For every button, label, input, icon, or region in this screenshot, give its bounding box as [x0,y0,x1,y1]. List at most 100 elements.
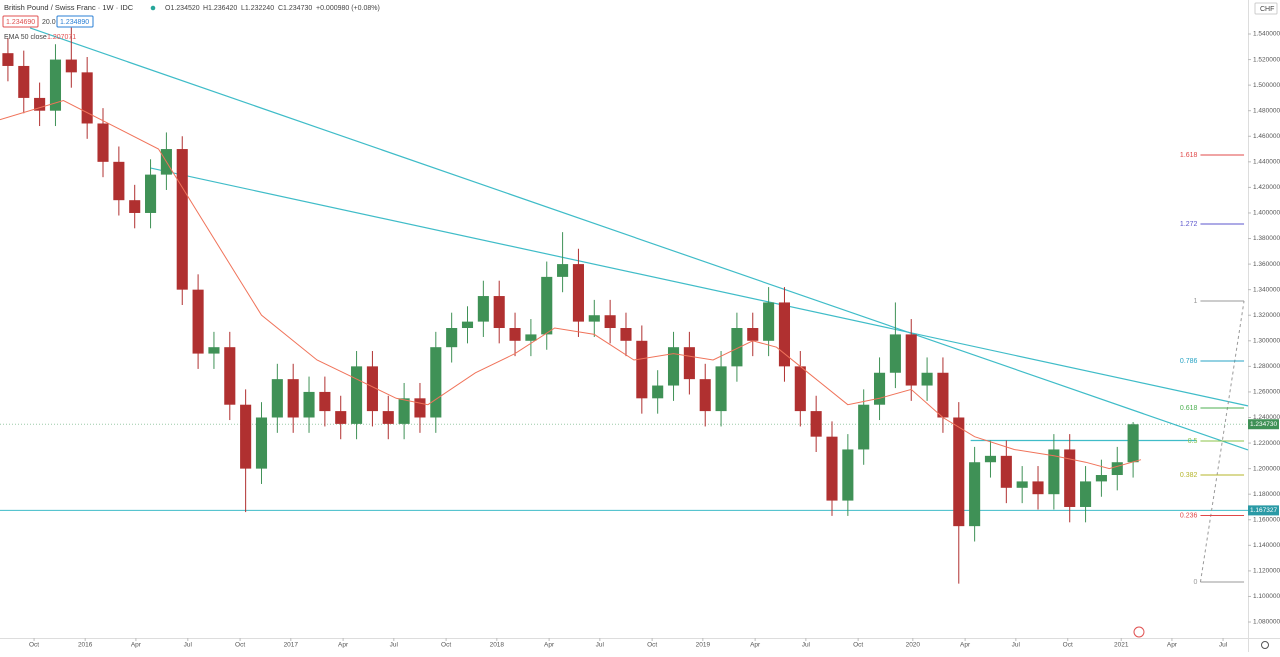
plot: 1.080000 1.100000 1.120000 1.140000 1.160000… [0,27,1280,649]
candle-body [65,59,77,73]
candle-body [493,296,505,329]
price-tag-label: 1.234730 [1250,421,1277,428]
candle-body [557,264,569,277]
price-tag-label: 1.167327 [1250,507,1277,514]
y-tick-label: 1.220000 [1253,440,1280,447]
fib-label: 0.5 [1188,438,1198,445]
candle-body [1127,424,1139,463]
x-tick-label: Apr [750,642,761,649]
spread: 20.0 [42,19,56,26]
currency-box[interactable] [1254,2,1278,15]
candle-body [287,379,299,418]
y-tick-label: 1.280000 [1253,363,1280,370]
x-tick-label: 2017 [284,642,299,649]
x-tick-label: Jul [184,642,193,649]
ask-box[interactable] [56,15,94,28]
candle-body [446,328,458,348]
status-dot [150,5,156,11]
y-tick-label: 1.260000 [1253,389,1280,396]
candle-body [430,347,442,418]
x-tick-label: Oct [647,642,657,649]
candle-body [873,372,886,405]
candle-body [477,296,489,322]
chart-title: British Pound / Swiss Franc · 1W · IDC [4,3,134,12]
x-tick-label: Oct [853,642,863,649]
x-tick-label: Apr [1167,642,1178,649]
x-tick-label: 2019 [696,642,711,649]
candle-body [715,366,727,412]
y-tick-label: 1.080000 [1253,619,1280,626]
candle-body [636,340,648,399]
candle-body [398,398,410,424]
candle-body [747,328,759,341]
candle-body [1016,481,1028,488]
trendline [150,167,1249,407]
x-tick-label: Jul [390,642,399,649]
x-tick-label: Jul [802,642,811,649]
candle-body [588,315,600,322]
x-tick-label: Apr [544,642,555,649]
candle-body [255,417,268,469]
candle-body [667,347,680,386]
candle-body [382,411,394,424]
fib-label: 1.618 [1180,152,1198,159]
candle-body [335,411,347,424]
candle-body [652,385,664,399]
candle-body [509,328,521,341]
candle-body [81,72,93,124]
y-tick-label: 1.240000 [1253,414,1280,421]
fib-label: 0.236 [1180,512,1198,519]
y-tick-label: 1.200000 [1253,465,1280,472]
y-tick-label: 1.300000 [1253,338,1280,345]
y-tick-label: 1.540000 [1253,31,1280,38]
candle-body [842,449,854,501]
candle-body [351,366,363,424]
x-tick-label: 2020 [906,642,921,649]
y-tick-label: 1.420000 [1253,184,1280,191]
x-tick-label: Apr [960,642,971,649]
x-tick-label: Oct [235,642,245,649]
ohlc-high: H1.236420 [203,5,237,12]
y-tick-label: 1.480000 [1253,107,1280,114]
y-tick-label: 1.380000 [1253,235,1280,242]
settings-icon[interactable] [1261,641,1269,649]
fib-label: 0.618 [1180,405,1198,412]
candle-body [208,347,220,354]
x-tick-label: 2016 [78,642,93,649]
y-tick-label: 1.440000 [1253,159,1280,166]
candle-body [937,372,949,418]
candle-body [620,328,632,341]
price-tag [1248,419,1279,430]
candle-body [889,334,901,373]
candle-body [145,174,157,213]
candle-body [176,149,188,290]
y-tick-label: 1.360000 [1253,261,1280,268]
candle-body [192,289,204,354]
bid-box[interactable] [2,15,39,28]
x-tick-label: Apr [131,642,142,649]
candle-body [2,53,14,66]
candle-body [129,200,141,213]
candle-body [319,391,331,412]
y-tick-label: 1.120000 [1253,568,1280,575]
y-tick-label: 1.160000 [1253,516,1280,523]
candle-body [604,315,616,329]
ohlc-close: C1.234730 [278,5,312,12]
candle-body [271,379,283,418]
candle-body [953,417,965,527]
candle-body [763,302,775,341]
ohlc-change: +0.000980 (+0.08%) [316,5,380,12]
candle-body [810,411,822,437]
candle-body [984,455,997,463]
ask-price: 1.234890 [60,19,89,26]
y-tick-label: 1.500000 [1253,82,1280,89]
y-tick-label: 1.100000 [1253,593,1280,600]
candle-body [699,379,711,412]
fib-label: 1.272 [1180,221,1198,228]
candle-body [683,347,695,380]
y-tick-label: 1.140000 [1253,542,1280,549]
candle-body [858,404,870,450]
candle-body [1032,481,1044,495]
candle-body [49,59,62,111]
